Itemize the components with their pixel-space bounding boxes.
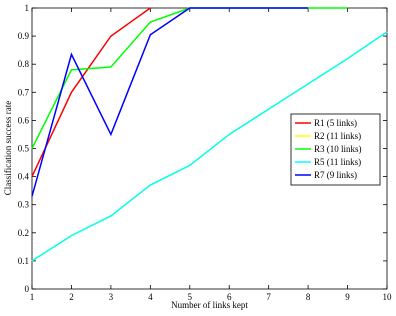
x-tick-label: 4 bbox=[148, 292, 153, 302]
legend-label: R3 (10 links) bbox=[314, 144, 362, 154]
x-axis-label: Number of links kept bbox=[171, 300, 248, 310]
series-line bbox=[31, 31, 388, 262]
legend-label: R2 (11 links) bbox=[314, 131, 361, 141]
y-tick-label: 0.3 bbox=[18, 200, 30, 210]
series-line bbox=[31, 7, 309, 197]
x-tick-label: 2 bbox=[69, 292, 74, 302]
legend-label: R7 (9 links) bbox=[314, 170, 357, 180]
y-tick-label: 0 bbox=[25, 284, 30, 294]
x-tick-label: 8 bbox=[306, 292, 311, 302]
series-line bbox=[31, 7, 151, 177]
x-tick-label: 7 bbox=[266, 292, 271, 302]
y-tick-label: 0.5 bbox=[18, 144, 30, 154]
x-tick-label: 9 bbox=[345, 292, 350, 302]
x-tick-label: 10 bbox=[383, 292, 393, 302]
y-tick-label: 0.2 bbox=[18, 228, 29, 238]
y-tick-label: 1 bbox=[25, 3, 30, 13]
x-tick-label: 5 bbox=[188, 292, 193, 302]
y-tick-label: 0.8 bbox=[18, 59, 30, 69]
y-axis-label: Classification success rate bbox=[3, 101, 13, 195]
y-tick-label: 0.7 bbox=[18, 87, 30, 97]
y-tick-label: 0.1 bbox=[18, 256, 29, 266]
legend-label: R1 (5 links) bbox=[314, 118, 357, 128]
y-tick-label: 0.9 bbox=[18, 31, 30, 41]
x-tick-label: 1 bbox=[30, 292, 35, 302]
x-tick-label: 6 bbox=[227, 292, 232, 302]
y-tick-label: 0.6 bbox=[18, 115, 30, 125]
legend-label: R5 (11 links) bbox=[314, 157, 361, 167]
x-tick-label: 3 bbox=[109, 292, 114, 302]
y-tick-label: 0.4 bbox=[18, 172, 30, 182]
